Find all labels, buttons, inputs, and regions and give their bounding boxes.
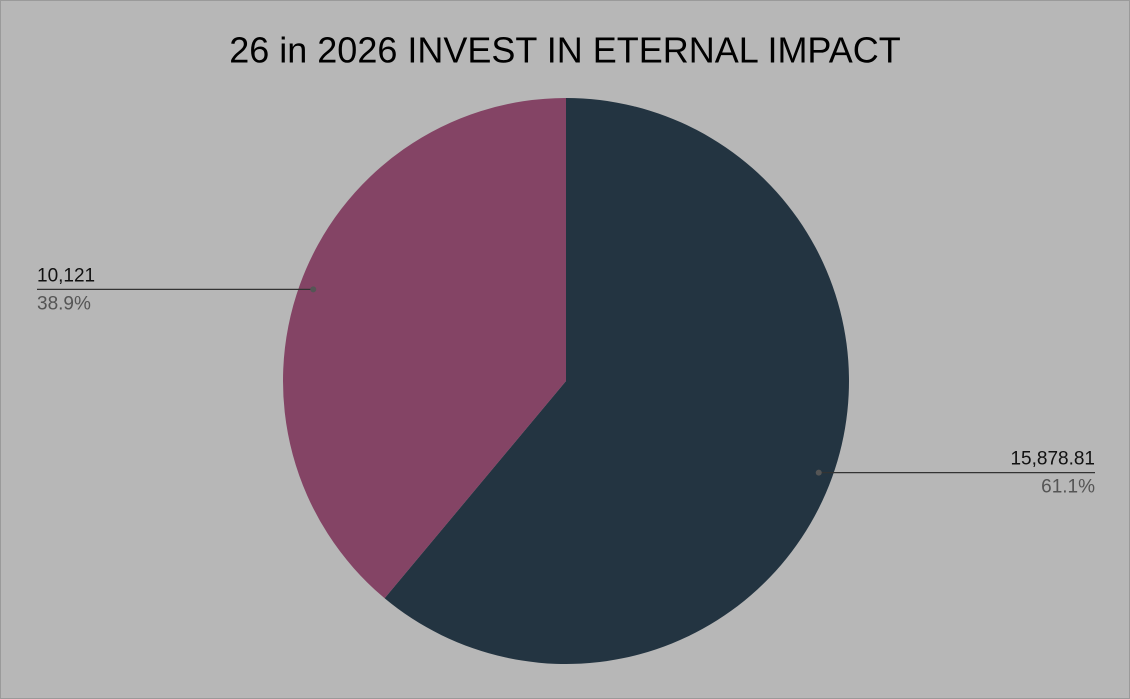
pie-slice [384, 98, 850, 664]
chart-title: 26 in 2026 INVEST IN ETERNAL IMPACT [229, 30, 901, 71]
percent-label: 38.9% [37, 293, 91, 314]
pie-slice [283, 98, 566, 599]
value-label: 10,121 [37, 265, 95, 286]
leader-dot [310, 286, 317, 293]
leader-dot [815, 469, 822, 476]
value-label: 15,878.81 [1010, 449, 1095, 470]
percent-label: 61.1% [1041, 477, 1095, 498]
